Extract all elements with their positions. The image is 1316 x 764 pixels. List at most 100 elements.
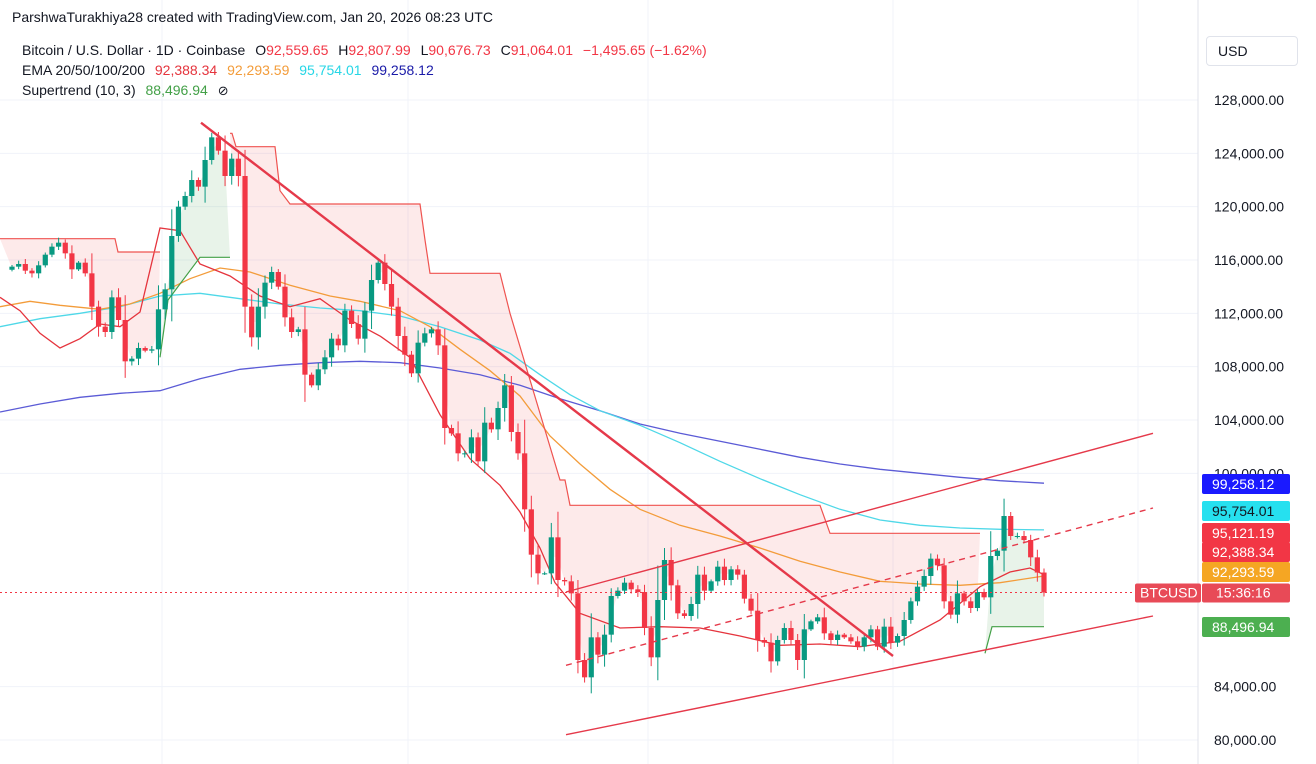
candle-body xyxy=(695,574,701,604)
candle-body xyxy=(255,306,261,338)
candle-body xyxy=(528,509,534,555)
candle-body xyxy=(322,357,328,370)
candle-body xyxy=(808,621,814,630)
candle-body xyxy=(1034,557,1040,573)
ohlc-close: C91,064.01 xyxy=(500,42,573,58)
axis-label-value: 88,496.94 xyxy=(1212,619,1274,635)
ema200-value: 99,258.12 xyxy=(371,62,434,78)
candle-body xyxy=(934,558,941,566)
candle-body xyxy=(635,589,641,592)
candle-body xyxy=(628,582,634,590)
axis-label-value: 99,258.12 xyxy=(1212,476,1274,492)
candle-body xyxy=(42,254,48,266)
candle-body xyxy=(781,628,787,640)
candle-body xyxy=(721,566,728,580)
candle-body xyxy=(661,560,668,600)
candle-body xyxy=(515,432,521,454)
candle-body xyxy=(841,634,847,638)
candle-body xyxy=(9,266,15,270)
candle-body xyxy=(235,158,241,176)
y-tick-label: 116,000.00 xyxy=(1214,252,1283,268)
candle-body xyxy=(455,433,461,454)
candle-body xyxy=(222,150,228,176)
candle-body xyxy=(155,309,162,350)
candle-body xyxy=(881,626,887,647)
candle-body xyxy=(29,270,35,274)
trendline-dashed xyxy=(565,507,1154,666)
y-tick-label: 124,000.00 xyxy=(1214,145,1284,161)
trendline-solid xyxy=(200,121,894,657)
candle-body xyxy=(1014,536,1020,537)
supertrend-legend[interactable]: Supertrend (10, 3) 88,496.94 ⊘ xyxy=(22,82,235,99)
candle-body xyxy=(435,329,441,346)
candle-body xyxy=(961,593,967,602)
candle-body xyxy=(275,272,281,287)
candle-body xyxy=(75,262,82,270)
candle-body xyxy=(741,574,747,599)
candle-body xyxy=(415,342,421,374)
candle-body xyxy=(901,620,907,636)
candle-body xyxy=(1041,572,1047,593)
candle-body xyxy=(408,354,415,374)
candle-body xyxy=(588,637,594,678)
axis-label-value: 92,293.59 xyxy=(1212,564,1274,580)
candle-body xyxy=(708,581,714,591)
candle-body xyxy=(215,137,221,151)
candle-body xyxy=(242,176,248,307)
ema50-line xyxy=(0,267,1045,586)
candle-body xyxy=(914,586,921,602)
candle-body xyxy=(675,585,681,614)
candle-body xyxy=(595,637,601,655)
candle-body xyxy=(175,206,182,236)
candle-body xyxy=(555,537,561,580)
axis-label-tag xyxy=(1202,617,1290,637)
candle-body xyxy=(202,160,208,187)
candle-body xyxy=(142,348,148,351)
candle-body xyxy=(848,637,854,642)
candle-body xyxy=(488,422,494,430)
candle-body xyxy=(56,242,62,247)
countdown-tag xyxy=(1202,583,1290,603)
supertrend-line-up xyxy=(159,256,230,358)
candle-body xyxy=(755,610,761,640)
candle-body xyxy=(122,320,128,362)
candle-body xyxy=(348,310,355,324)
candle-body xyxy=(968,601,974,608)
candle-body xyxy=(548,537,554,574)
currency-button[interactable]: USD xyxy=(1206,36,1298,66)
supertrend-fill xyxy=(0,238,160,360)
supertrend-fill xyxy=(160,144,230,358)
candle-body xyxy=(508,385,514,432)
candle-body xyxy=(835,634,841,640)
symbol-legend[interactable]: Bitcoin / U.S. Dollar · 1D · Coinbase O9… xyxy=(22,42,713,58)
candle-body xyxy=(16,264,22,267)
candle-body xyxy=(748,598,754,611)
axis-label-value: 92,388.34 xyxy=(1212,544,1274,560)
hidden-eye-icon[interactable]: ⊘ xyxy=(217,83,229,98)
ema200-line xyxy=(0,360,1045,484)
candle-body xyxy=(262,282,268,307)
countdown-value: 15:36:16 xyxy=(1216,584,1271,600)
axis-label-tag xyxy=(1202,562,1290,582)
ema-legend[interactable]: EMA 20/50/100/200 92,388.34 92,293.59 95… xyxy=(22,62,440,78)
candle-body xyxy=(655,600,661,658)
candle-body xyxy=(735,569,741,575)
symbol-title: Bitcoin / U.S. Dollar · 1D · Coinbase xyxy=(22,42,246,58)
candle-body xyxy=(641,592,648,628)
candle-body xyxy=(1021,536,1027,540)
candle-body xyxy=(668,560,674,586)
candle-body xyxy=(302,329,308,375)
candle-body xyxy=(615,590,621,596)
ohlc-high: H92,807.99 xyxy=(338,42,411,58)
candle-body xyxy=(368,280,375,311)
candle-body xyxy=(828,633,834,640)
candle-body xyxy=(542,573,548,575)
candle-body xyxy=(89,273,95,307)
candle-body xyxy=(462,453,468,455)
ohlc-low: L90,676.73 xyxy=(420,42,491,58)
trendline-solid xyxy=(565,432,1154,593)
candle-body xyxy=(422,333,428,343)
candle-body xyxy=(994,550,1000,556)
axis-label-tag xyxy=(1202,542,1290,562)
